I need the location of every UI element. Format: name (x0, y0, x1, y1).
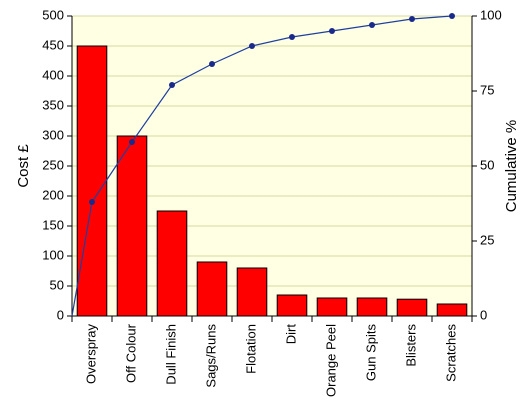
y-axis-label: Cost £ (15, 144, 32, 188)
bar (116, 135, 148, 317)
bar (316, 297, 348, 317)
y-tick-label: 200 (42, 187, 64, 202)
x-tick-label: Scratches (443, 324, 458, 382)
y-tick-label: 150 (42, 217, 64, 232)
y-tick-label: 450 (42, 37, 64, 52)
cumulative-point (409, 16, 415, 22)
cumulative-point (89, 199, 95, 205)
bar (356, 297, 388, 317)
cumulative-point (449, 13, 455, 19)
y2-tick-label: 100 (480, 7, 502, 22)
cumulative-point (249, 43, 255, 49)
y2-tick-label: 0 (480, 307, 487, 322)
x-tick-label: Dull Finish (163, 324, 178, 385)
bar (156, 210, 188, 317)
cumulative-point (129, 139, 135, 145)
y-tick-label: 50 (50, 277, 64, 292)
cumulative-point (369, 22, 375, 28)
x-tick-label: Dirt (283, 324, 298, 345)
y2-axis-label: Cumulative % (503, 120, 520, 213)
cumulative-point (169, 82, 175, 88)
x-tick-label: Blisters (403, 324, 418, 367)
x-tick-label: Off Colour (123, 323, 138, 383)
y2-tick-label: 75 (480, 82, 494, 97)
y2-tick-label: 50 (480, 157, 494, 172)
x-tick-label: Flotation (243, 324, 258, 374)
bar (236, 267, 268, 317)
x-tick-label: Overspray (83, 324, 98, 384)
bar (436, 303, 468, 317)
y-tick-label: 350 (42, 97, 64, 112)
y-tick-label: 0 (57, 307, 64, 322)
y-tick-label: 400 (42, 67, 64, 82)
y-tick-label: 500 (42, 7, 64, 22)
cumulative-point (209, 61, 215, 67)
y-tick-label: 300 (42, 127, 64, 142)
y-tick-label: 250 (42, 157, 64, 172)
x-tick-label: Sags/Runs (203, 324, 218, 388)
cumulative-point (329, 28, 335, 34)
cumulative-point (289, 34, 295, 40)
x-tick-label: Gun Spits (363, 324, 378, 382)
x-tick-label: Orange Peel (323, 324, 338, 397)
y-tick-label: 100 (42, 247, 64, 262)
y2-tick-label: 25 (480, 232, 494, 247)
bar (76, 45, 108, 317)
bar (196, 261, 228, 317)
bar (396, 298, 428, 317)
bar (276, 294, 308, 317)
